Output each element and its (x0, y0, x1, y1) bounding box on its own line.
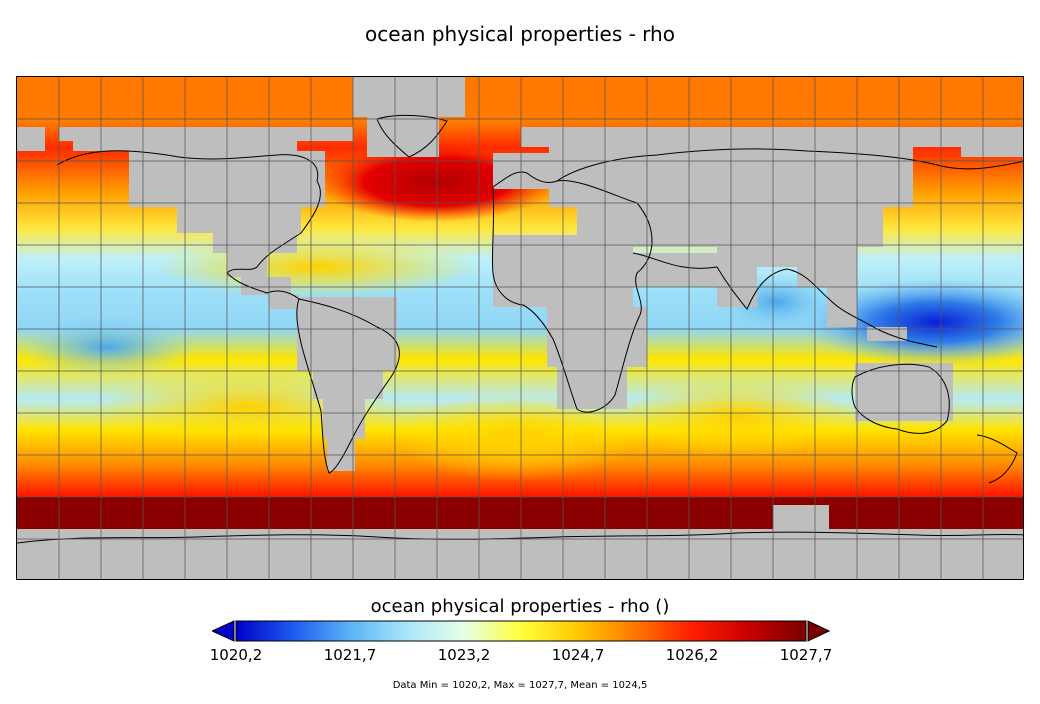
colorbar-title: ocean physical properties - rho () (370, 596, 670, 617)
colorbar-tick-label: 1027,7 (779, 646, 833, 664)
colorbar (212, 620, 830, 642)
data-stats: Data Min = 1020,2, Max = 1027,7, Mean = … (392, 680, 648, 691)
map-title: ocean physical properties - rho (365, 22, 675, 46)
colorbar-tick-label: 1024,7 (551, 646, 605, 664)
graticule (17, 77, 1023, 579)
map-panel[interactable] (16, 76, 1024, 580)
world-map (17, 77, 1023, 579)
colorbar-tick-label: 1026,2 (665, 646, 719, 664)
colorbar-under-arrow (212, 620, 235, 642)
colorbar-tick-label: 1021,7 (323, 646, 377, 664)
colorbar-tick-label: 1023,2 (437, 646, 491, 664)
colorbar-over-arrow (807, 620, 830, 642)
colorbar-gradient (235, 620, 807, 642)
colorbar-tick-label: 1020,2 (209, 646, 263, 664)
